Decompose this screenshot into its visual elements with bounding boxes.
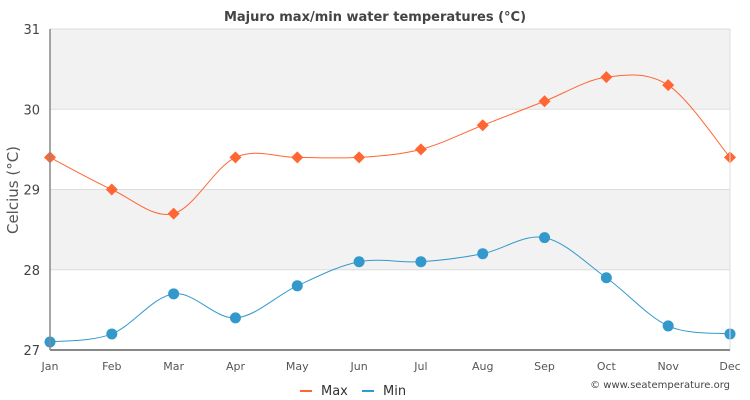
x-tick-label: Dec (719, 360, 740, 373)
x-tick-label: Mar (163, 360, 184, 373)
y-tick-label: 29 (23, 184, 40, 199)
y-tick-label: 28 (23, 264, 40, 279)
data-point-min[interactable] (106, 328, 118, 340)
data-point-max[interactable] (476, 119, 489, 132)
data-point-max[interactable] (414, 143, 427, 156)
x-tick-label: Apr (226, 360, 246, 373)
data-point-max[interactable] (291, 151, 304, 164)
y-tick-label: 30 (23, 103, 40, 118)
data-point-min[interactable] (539, 232, 551, 244)
legend-min-label[interactable]: Min (383, 384, 406, 399)
y-axis-label: Celcius (°C) (4, 146, 22, 234)
data-point-min[interactable] (229, 312, 241, 324)
plot-band (50, 29, 730, 110)
credit-text[interactable]: © www.seatemperature.org (590, 380, 730, 391)
data-point-min[interactable] (415, 256, 427, 268)
legend: Max Min (300, 384, 406, 399)
data-point-min[interactable] (477, 248, 489, 260)
chart-title: Majuro max/min water temperatures (°C) (224, 10, 526, 25)
data-point-max[interactable] (662, 79, 675, 92)
y-tick-label: 31 (23, 23, 40, 38)
x-tick-label: Jun (349, 360, 367, 373)
data-point-max[interactable] (105, 183, 118, 196)
data-point-max[interactable] (538, 95, 551, 108)
legend-max-label[interactable]: Max (321, 384, 348, 399)
x-tick-label: Sep (534, 360, 555, 373)
plot-band (50, 189, 730, 270)
data-point-max[interactable] (600, 71, 613, 84)
series-markers (44, 71, 736, 348)
x-tick-label: Aug (472, 360, 493, 373)
data-point-max[interactable] (353, 151, 366, 164)
x-tick-label: Feb (102, 360, 121, 373)
data-point-min[interactable] (353, 256, 365, 268)
x-tick-label: Jul (413, 360, 427, 373)
x-tick-label: Nov (657, 360, 679, 373)
data-point-min[interactable] (600, 272, 612, 284)
data-point-max[interactable] (167, 207, 180, 220)
data-point-min[interactable] (168, 288, 180, 300)
data-point-min[interactable] (662, 320, 674, 332)
x-tick-label: May (286, 360, 309, 373)
axes: 27 28 29 30 31 Jan Feb Mar Apr May Jun Jul Aug Sep Oct… (23, 23, 740, 373)
x-tick-label: Jan (41, 360, 59, 373)
data-point-max[interactable] (229, 151, 242, 164)
series-line-max (49, 74, 731, 215)
y-tick-label: 27 (23, 344, 40, 359)
plot-bands (50, 29, 730, 270)
data-point-min[interactable] (291, 280, 303, 292)
x-tick-label: Oct (597, 360, 617, 373)
